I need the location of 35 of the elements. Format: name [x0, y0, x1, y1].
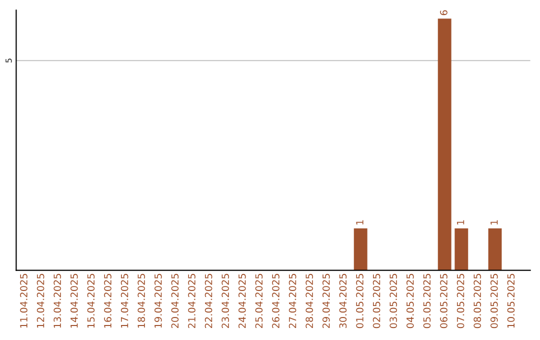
x-tick-label: 25.04.2025: [255, 274, 263, 328]
x-tick-label: 30.04.2025: [339, 274, 347, 328]
x-tick-label: 18.04.2025: [138, 274, 146, 328]
x-tick-label: 21.04.2025: [188, 274, 196, 328]
x-tick-label: 19.04.2025: [154, 274, 162, 328]
x-tick-label: 05.05.2025: [423, 274, 431, 328]
x-tick-label: 08.05.2025: [474, 274, 482, 328]
x-tick-label: 15.04.2025: [87, 274, 95, 328]
x-tick-label: 03.05.2025: [390, 274, 398, 328]
x-tick-label: 26.04.2025: [272, 274, 280, 328]
x-tick-label: 17.04.2025: [120, 274, 128, 328]
x-tick-label: 12.04.2025: [36, 274, 44, 328]
x-tick-label: 28.04.2025: [306, 274, 314, 328]
x-tick-label: 22.04.2025: [204, 274, 212, 328]
x-tick-label: 20.04.2025: [171, 274, 179, 328]
x-tick-label: 10.05.2025: [507, 274, 515, 328]
data-label: 1: [490, 220, 498, 225]
x-tick-label: 01.05.2025: [356, 274, 364, 328]
x-tick-label: 14.04.2025: [70, 274, 78, 328]
x-tick-label: 23.04.2025: [222, 274, 230, 328]
x-tick-label: 24.04.2025: [238, 274, 246, 328]
x-tick-label: 07.05.2025: [456, 274, 464, 328]
data-label: 1: [356, 220, 364, 225]
y-tick-label: 5: [6, 58, 12, 63]
x-tick-label: 29.04.2025: [322, 274, 330, 328]
x-tick-label: 16.04.2025: [104, 274, 112, 328]
x-tick-label: 04.05.2025: [406, 274, 414, 328]
data-label: 1: [456, 220, 464, 225]
x-tick-label: 11.04.2025: [20, 274, 28, 328]
x-tick-label: 06.05.2025: [440, 274, 448, 328]
x-tick-label: 02.05.2025: [372, 274, 380, 328]
x-tick-label: 09.05.2025: [490, 274, 498, 328]
x-tick-label: 13.04.2025: [54, 274, 62, 328]
data-label: 6: [440, 10, 448, 16]
x-tick-label: 27.04.2025: [288, 274, 296, 328]
